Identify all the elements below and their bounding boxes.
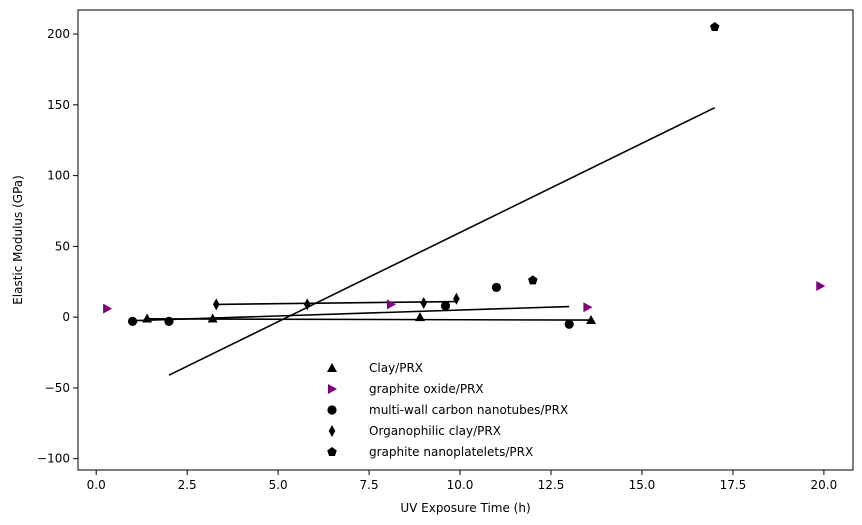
x-tick-label: 17.5 bbox=[720, 478, 747, 492]
data-point-series-1-2 bbox=[583, 302, 593, 313]
fit-line-series-2 bbox=[132, 305, 570, 322]
x-tick-label: 10.0 bbox=[447, 478, 474, 492]
x-tick-label: 5.0 bbox=[269, 478, 288, 492]
legend-marker bbox=[328, 425, 336, 437]
legend-marker bbox=[327, 405, 337, 415]
data-point-series-1-3 bbox=[816, 281, 826, 291]
legend-marker bbox=[328, 384, 337, 394]
data-point-series-1-0 bbox=[103, 303, 113, 314]
data-point-series-2-0 bbox=[127, 316, 138, 326]
data-point-series-1-1 bbox=[386, 299, 396, 310]
legend-marker bbox=[327, 363, 337, 372]
x-tick-label: 20.0 bbox=[811, 478, 838, 492]
data-point-series-2-4 bbox=[564, 319, 574, 329]
data-point-series-0-3 bbox=[586, 314, 597, 324]
x-tick-label: 0.0 bbox=[87, 478, 106, 492]
legend-label: multi-wall carbon nanotubes/PRX bbox=[369, 403, 568, 417]
data-point-series-0-2 bbox=[415, 312, 426, 322]
legend-item: graphite nanoplatelets/PRX bbox=[327, 445, 533, 459]
x-axis-label: UV Exposure Time (h) bbox=[400, 501, 530, 515]
x-tick-label: 12.5 bbox=[538, 478, 565, 492]
data-point-series-2-1 bbox=[164, 316, 174, 326]
legend-label: Clay/PRX bbox=[369, 361, 423, 375]
y-tick-label: 100 bbox=[47, 169, 70, 183]
data-point-series-3-0 bbox=[212, 298, 220, 311]
legend-label: graphite oxide/PRX bbox=[369, 382, 484, 396]
y-axis-label: Elastic Modulus (GPa) bbox=[11, 175, 25, 305]
data-point-series-4-0 bbox=[528, 275, 538, 285]
x-tick-label: 7.5 bbox=[360, 478, 379, 492]
x-tick-label: 2.5 bbox=[178, 478, 197, 492]
plot-frame bbox=[77, 9, 854, 471]
legend-label: graphite nanoplatelets/PRX bbox=[369, 445, 533, 459]
data-point-series-3-3 bbox=[453, 292, 460, 305]
x-axis: 0.0 2.5 5.0 7.5 10.0 12.5 15.0 17.5 20.0 bbox=[87, 470, 838, 492]
plot-marks bbox=[103, 21, 826, 376]
x-tick-label: 15.0 bbox=[629, 478, 656, 492]
fit-line-series-4 bbox=[168, 106, 716, 376]
fit-line-series-0 bbox=[147, 318, 592, 321]
legend-marker bbox=[327, 447, 337, 457]
legend: Clay/PRX graphite oxide/PRX multi-wall car… bbox=[327, 361, 568, 459]
legend-item: graphite oxide/PRX bbox=[328, 382, 484, 396]
legend-label: Organophilic clay/PRX bbox=[369, 424, 501, 438]
y-tick-label: 50 bbox=[55, 239, 70, 253]
y-tick-label: −100 bbox=[37, 452, 70, 466]
data-point-series-3-1 bbox=[303, 298, 311, 311]
data-point-series-2-3 bbox=[491, 282, 502, 293]
y-tick-label: −50 bbox=[45, 381, 70, 395]
data-point-series-3-2 bbox=[420, 296, 427, 309]
y-tick-label: 0 bbox=[62, 310, 70, 324]
legend-item: multi-wall carbon nanotubes/PRX bbox=[327, 403, 568, 417]
y-axis: −100 −50 0 50 100 150 200 bbox=[37, 27, 78, 466]
data-point-series-2-2 bbox=[440, 301, 451, 311]
y-tick-label: 200 bbox=[47, 27, 70, 41]
legend-item: Organophilic clay/PRX bbox=[328, 424, 501, 438]
legend-item: Clay/PRX bbox=[327, 361, 423, 375]
data-point-series-4-1 bbox=[709, 21, 720, 32]
data-point-series-0-1 bbox=[207, 313, 218, 323]
fit-line-series-3 bbox=[216, 300, 457, 306]
y-tick-label: 150 bbox=[47, 98, 70, 112]
data-point-series-0-0 bbox=[142, 313, 153, 323]
